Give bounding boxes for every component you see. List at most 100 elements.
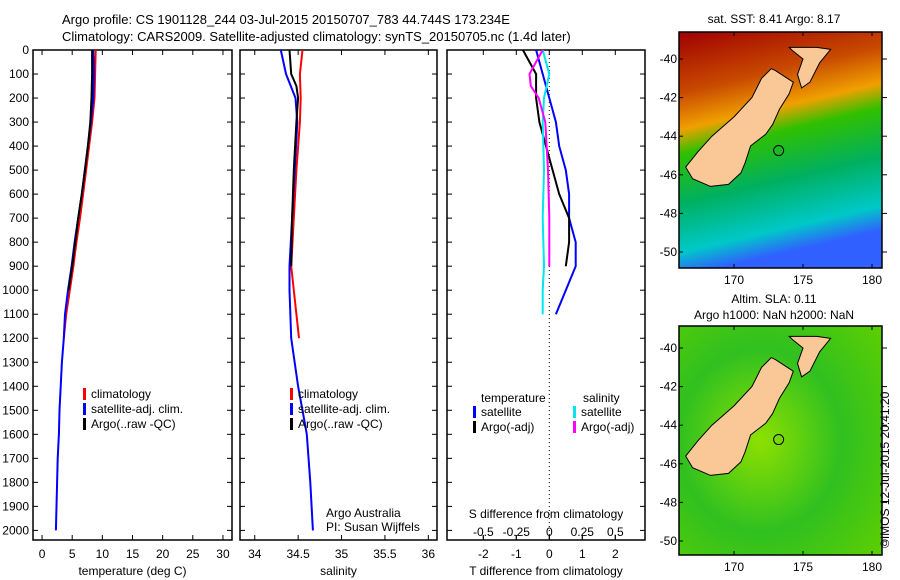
- lat-tick-label: -44: [660, 129, 678, 143]
- lat-tick-label: -48: [660, 495, 678, 509]
- title-line-1: Argo profile: CS 1901128_244 03-Jul-2015…: [62, 12, 510, 27]
- x-tick-label: 30: [216, 547, 230, 561]
- lat-tick-label: -50: [660, 245, 678, 259]
- depth-tick-label: 300: [9, 115, 29, 129]
- s-tick-label: -0.25: [503, 525, 531, 539]
- series-line-argo-raw-qc-: [67, 50, 94, 291]
- lat-tick-label: -46: [660, 457, 678, 471]
- credit-line-2: PI: Susan Wijffels: [326, 520, 420, 534]
- legend-swatch: [473, 421, 476, 433]
- series-line-s-argo-adj-: [528, 49, 551, 267]
- panel-frame-1: [239, 49, 438, 541]
- lat-tick-label: -42: [660, 380, 678, 394]
- legend-swatch: [573, 406, 576, 418]
- legend-swatch: [83, 418, 86, 430]
- legend-label: satellite-adj. clim.: [91, 402, 183, 416]
- depth-tick-label: 1900: [2, 499, 29, 513]
- series-line-climatology: [290, 49, 304, 339]
- legend-swatch: [83, 388, 86, 400]
- legend-label: satellite-adj. clim.: [298, 402, 390, 416]
- x-axis-label: T difference from climatology: [469, 564, 623, 578]
- legend-swatch: [473, 406, 476, 418]
- legend-swatch: [290, 418, 293, 430]
- legend-label: satellite: [581, 405, 622, 419]
- legend-label: Argo(..raw -QC): [298, 417, 383, 431]
- x-tick-label: -2: [478, 547, 489, 561]
- legend-swatch: [290, 388, 293, 400]
- depth-tick-label: 1400: [2, 379, 29, 393]
- x-tick-label: 0: [546, 547, 553, 561]
- series-line-climatology: [62, 49, 97, 339]
- lat-tick-label: -42: [660, 91, 678, 105]
- depth-tick-label: 600: [9, 187, 29, 201]
- imos-timestamp: ©IMOS 12-Jul-2015 20:41:20: [878, 391, 892, 548]
- legend-title-temperature: temperature: [481, 391, 546, 405]
- legend-swatch: [573, 421, 576, 433]
- depth-tick-label: 1700: [2, 451, 29, 465]
- legend-swatch: [83, 403, 86, 415]
- depth-tick-label: 1100: [3, 307, 29, 321]
- legend-label: climatology: [91, 387, 151, 401]
- x-tick-label: 15: [126, 547, 140, 561]
- depth-tick-label: 200: [9, 91, 29, 105]
- x-tick-label: 34: [248, 547, 262, 561]
- depth-tick-label: 400: [9, 139, 29, 153]
- legend-swatch: [290, 403, 293, 415]
- s-axis-label: S difference from climatology: [469, 507, 624, 521]
- depth-tick-label: 900: [9, 259, 29, 273]
- depth-tick-label: 1000: [2, 283, 29, 297]
- x-axis-label: salinity: [320, 564, 357, 578]
- argo-profile-location-marker: [773, 145, 785, 157]
- credit: Argo Australia PI: Susan Wijffels: [326, 506, 420, 534]
- lon-tick-label: 180: [862, 560, 882, 574]
- depth-tick-label: 1200: [2, 331, 29, 345]
- lat-tick-label: -46: [660, 168, 678, 182]
- panel-frame-0: [32, 49, 233, 541]
- s-tick-label: 0.5: [607, 525, 624, 539]
- south-island-land: [685, 68, 794, 187]
- lon-tick-label: 175: [793, 273, 813, 287]
- x-tick-label: 5: [69, 547, 76, 561]
- depth-tick-label: 1500: [2, 403, 29, 417]
- legend-label: Argo(-adj): [481, 420, 534, 434]
- x-tick-label: 1: [579, 547, 586, 561]
- x-tick-label: 25: [186, 547, 200, 561]
- x-tick-label: 20: [156, 547, 170, 561]
- series-line-satellite-adj-clim-: [279, 49, 314, 531]
- s-tick-label: 0: [546, 525, 553, 539]
- series-line-argo-raw-qc-: [288, 49, 300, 267]
- depth-tick-label: 800: [9, 235, 29, 249]
- legend-label: Argo(-adj): [581, 420, 634, 434]
- depth-tick-label: 1300: [2, 355, 29, 369]
- title-line-2: Climatology: CARS2009. Satellite-adjuste…: [62, 29, 571, 44]
- legend-label: Argo(..raw -QC): [91, 417, 176, 431]
- x-tick-label: 10: [96, 547, 110, 561]
- legend-label: satellite: [481, 405, 522, 419]
- depth-tick-label: 1800: [2, 475, 29, 489]
- lat-tick-label: -50: [660, 534, 678, 548]
- map-title-0: sat. SST: 8.41 Argo: 8.17: [708, 12, 841, 26]
- map-subtitle-1: Argo h1000: NaN h2000: NaN: [694, 308, 854, 322]
- depth-tick-label: 700: [9, 211, 29, 225]
- lon-tick-label: 170: [724, 560, 744, 574]
- lat-tick-label: -48: [660, 206, 678, 220]
- x-tick-label: 36: [422, 547, 436, 561]
- argo-profile-location-marker: [773, 434, 785, 446]
- x-tick-label: 2: [612, 547, 619, 561]
- depth-tick-label: 2000: [2, 523, 29, 537]
- depth-tick-label: 0: [22, 43, 29, 57]
- lon-tick-label: 180: [862, 273, 882, 287]
- lat-tick-label: -40: [660, 52, 678, 66]
- x-axis-label: temperature (deg C): [78, 564, 186, 578]
- depth-tick-label: 100: [9, 67, 29, 81]
- legend-title-salinity: salinity: [583, 391, 620, 405]
- north-island-land: [787, 46, 832, 89]
- south-island-land: [685, 356, 794, 476]
- depth-tick-label: 1600: [2, 427, 29, 441]
- lon-tick-label: 175: [793, 560, 813, 574]
- lon-tick-label: 170: [724, 273, 744, 287]
- x-tick-label: 35.5: [373, 547, 397, 561]
- x-tick-label: 34.5: [286, 547, 310, 561]
